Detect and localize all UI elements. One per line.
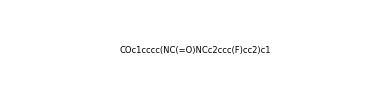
Text: COc1cccc(NC(=O)NCc2ccc(F)cc2)c1: COc1cccc(NC(=O)NCc2ccc(F)cc2)c1 bbox=[119, 47, 271, 55]
